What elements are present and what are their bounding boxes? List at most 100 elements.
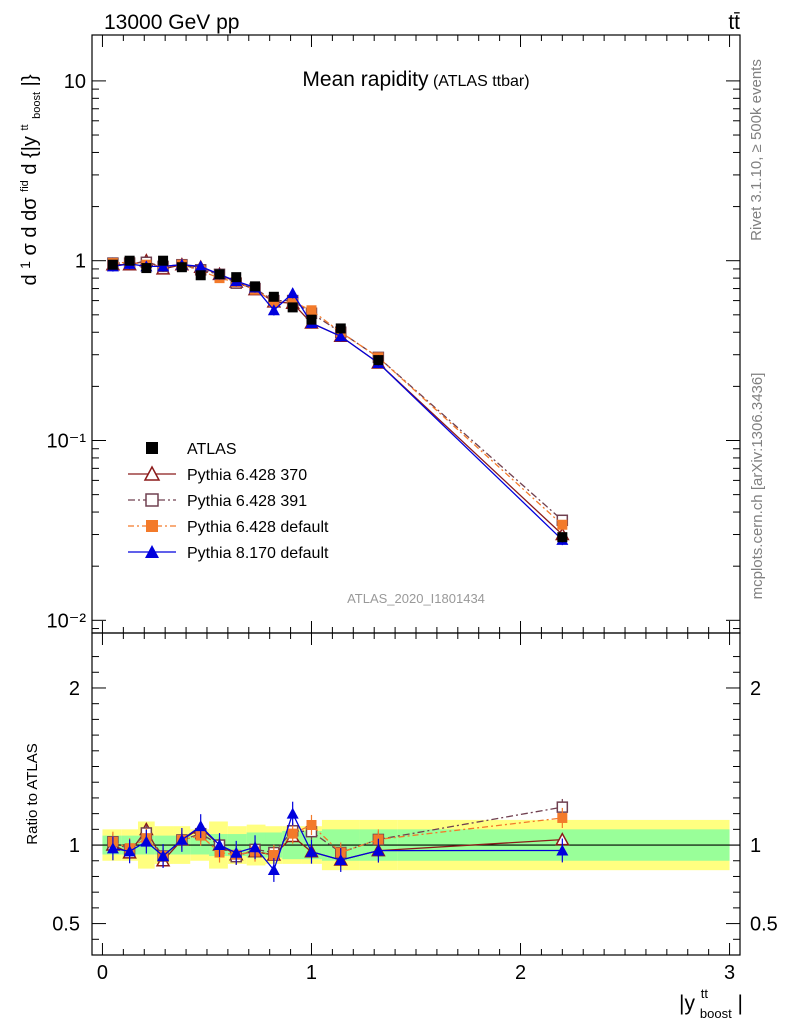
ratio-series-marker bbox=[230, 846, 243, 858]
series-marker bbox=[306, 305, 317, 316]
data-marker bbox=[214, 269, 225, 280]
series-marker bbox=[334, 330, 347, 342]
ratio-series-marker bbox=[106, 842, 119, 854]
top-ylabel-d: d bbox=[19, 274, 41, 285]
process-label: tt̄ bbox=[728, 11, 740, 34]
ratio-series-marker bbox=[334, 854, 347, 866]
legend-label: Pythia 6.428 370 bbox=[187, 467, 307, 484]
data-marker bbox=[287, 302, 298, 313]
main-panel-data bbox=[105, 253, 570, 546]
ratio-y-tick-label-right: 2 bbox=[750, 678, 761, 700]
ratio-panel-data bbox=[92, 798, 740, 882]
legend-label: ATLAS bbox=[187, 441, 237, 458]
top-ylabel-d2: d bbox=[19, 226, 41, 237]
svg-text:d 1 σ d: d 1 σ d dσ fid d {|y tt boost |} bbox=[11, 74, 45, 285]
ratio-panel-frame bbox=[91, 632, 741, 956]
ratio-series-marker bbox=[305, 845, 318, 857]
y-tick-label: 10 bbox=[64, 71, 86, 93]
series-line bbox=[112, 260, 563, 535]
series-marker bbox=[557, 519, 568, 530]
series-marker bbox=[194, 260, 207, 272]
top-ylabel-sigma: σ bbox=[19, 242, 41, 255]
data-marker bbox=[306, 314, 317, 325]
ratio-series-marker bbox=[249, 841, 262, 853]
data-marker bbox=[268, 291, 279, 302]
top-ylabel-frac: 1 bbox=[17, 261, 33, 269]
series-marker bbox=[157, 260, 170, 272]
ratio-series-marker bbox=[213, 839, 226, 851]
series-line bbox=[112, 261, 563, 521]
top-ylabel-fid: fid bbox=[19, 180, 31, 192]
legend-marker bbox=[145, 545, 159, 558]
x-axis-label: |y tt boost | bbox=[679, 980, 743, 1023]
x-axis-label-sup: tt bbox=[701, 986, 709, 1001]
series-marker bbox=[267, 304, 280, 316]
top-ylabel: d 1 σ d dσ fid d {|y tt boost |} bbox=[11, 74, 45, 285]
legend-label: Pythia 6.428 default bbox=[187, 519, 329, 536]
mcplots-label: mcplots.cern.ch [arXiv:1306.3436] bbox=[749, 373, 766, 600]
data-marker bbox=[373, 355, 384, 366]
ratio-series-marker bbox=[194, 820, 207, 832]
data-marker bbox=[141, 263, 152, 274]
legend-label: Pythia 8.170 default bbox=[187, 545, 329, 562]
y-tick-label: 10⁻² bbox=[47, 610, 87, 632]
ratio-y-tick-label: 1 bbox=[69, 835, 80, 857]
main-panel-frame bbox=[91, 34, 741, 634]
data-marker bbox=[335, 323, 346, 334]
data-marker bbox=[176, 262, 187, 273]
ratio-series-marker bbox=[306, 819, 317, 830]
ratio-y-tick-label-right: 0.5 bbox=[750, 914, 778, 936]
ratio-series-marker bbox=[556, 844, 569, 856]
ratio-series-marker bbox=[157, 850, 170, 862]
legend-marker bbox=[146, 442, 158, 454]
data-marker bbox=[557, 532, 568, 543]
ratio-series-marker bbox=[287, 828, 298, 839]
legend: ATLAS Pythia 6.428 370 Pythia 6.428 391 Pyt… bbox=[128, 441, 329, 562]
series-line bbox=[112, 261, 563, 526]
ratio-y-tick-label: 0.5 bbox=[52, 914, 80, 936]
x-tick-label: 2 bbox=[515, 962, 526, 984]
top-ylabel-boost: boost bbox=[31, 92, 43, 119]
energy-label: 13000 GeV pp bbox=[104, 11, 239, 34]
data-marker bbox=[250, 281, 261, 292]
series-marker bbox=[287, 296, 298, 307]
ratio-y-tick-label: 2 bbox=[69, 678, 80, 700]
data-marker bbox=[107, 259, 118, 270]
ratio-series-marker bbox=[267, 863, 280, 875]
ratio-series-marker bbox=[123, 845, 136, 857]
data-marker bbox=[195, 270, 206, 281]
legend-marker bbox=[146, 520, 158, 532]
ratio-series-marker bbox=[140, 835, 153, 847]
chart-title-sub: (ATLAS ttbar) bbox=[433, 73, 530, 90]
top-ylabel-dsigma: dσ bbox=[19, 197, 41, 221]
ratio-series-marker bbox=[557, 812, 568, 823]
ratio-series-line bbox=[112, 817, 563, 857]
top-ylabel-close: |} bbox=[19, 74, 41, 86]
legend-label: Pythia 6.428 391 bbox=[187, 493, 307, 510]
y-tick-label: 1 bbox=[75, 251, 86, 273]
x-axis-label-end: | bbox=[738, 992, 743, 1015]
top-ylabel-dy: d {|y bbox=[19, 136, 41, 175]
analysis-id: ATLAS_2020_I1801434 bbox=[347, 591, 485, 606]
series-line bbox=[112, 263, 563, 541]
data-marker bbox=[124, 255, 135, 266]
series-marker bbox=[286, 287, 299, 299]
ratio-panel-ticks: 0 1 2 3 0.5 0.5 1 1 2 2 bbox=[52, 633, 778, 984]
x-tick-label: 3 bbox=[724, 962, 735, 984]
rivet-label: Rivet 3.1.10, ≥ 500k events bbox=[748, 59, 765, 241]
chart-title-main: Mean rapidity bbox=[302, 68, 429, 91]
ratio-series-marker bbox=[268, 850, 279, 861]
data-marker bbox=[231, 272, 242, 283]
x-tick-label: 0 bbox=[97, 962, 108, 984]
legend-marker bbox=[143, 465, 161, 481]
legend-marker bbox=[145, 493, 159, 507]
ratio-ylabel: Ratio to ATLAS bbox=[24, 743, 41, 844]
ratio-series-marker bbox=[372, 844, 385, 856]
x-tick-label: 1 bbox=[306, 962, 317, 984]
x-axis-label-sub: boost bbox=[700, 1006, 732, 1021]
ratio-series-marker bbox=[175, 833, 188, 845]
data-marker bbox=[158, 255, 169, 266]
top-ylabel-tt: tt bbox=[19, 124, 31, 130]
x-axis-label-main: |y bbox=[679, 992, 695, 1015]
